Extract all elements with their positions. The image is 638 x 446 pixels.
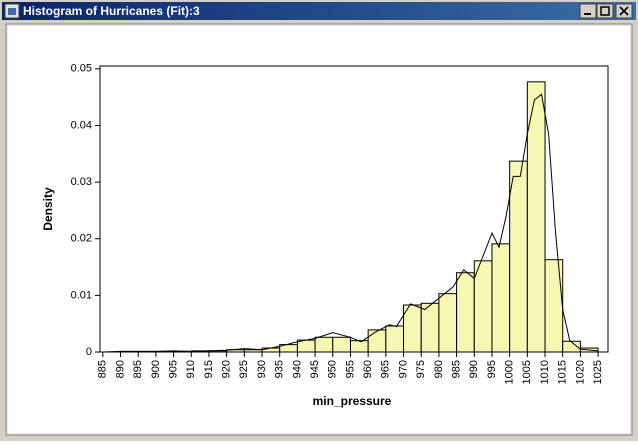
- y-tick-label: 0.02: [71, 233, 92, 245]
- histogram-bar: [385, 325, 405, 353]
- histogram-bar: [526, 81, 546, 353]
- maximize-button[interactable]: [596, 3, 614, 19]
- close-button[interactable]: [615, 3, 633, 19]
- x-tick-label: 960: [362, 360, 374, 378]
- histogram-bar: [296, 339, 316, 353]
- x-tick-label: 915: [203, 360, 215, 378]
- x-tick-label: 985: [450, 360, 462, 378]
- x-axis-label: min_pressure: [313, 394, 392, 408]
- title-bar: [2, 2, 636, 20]
- histogram-bar: [314, 336, 334, 353]
- y-axis-label: Density: [41, 187, 55, 231]
- x-tick-label: 910: [185, 360, 197, 378]
- x-tick-label: 935: [274, 360, 286, 378]
- x-tick-label: 890: [114, 360, 126, 378]
- x-tick-label: 1020: [574, 360, 586, 384]
- histogram-bar: [420, 302, 440, 353]
- x-tick-label: 1010: [539, 360, 551, 384]
- histogram-bar: [473, 260, 493, 353]
- x-tick-label: 970: [397, 360, 409, 378]
- histogram-bar: [261, 347, 281, 353]
- histogram-bar: [438, 293, 458, 353]
- x-tick-label: 900: [150, 360, 162, 378]
- x-tick-label: 940: [291, 360, 303, 378]
- x-tick-label: 1000: [504, 360, 516, 384]
- histogram-bar: [403, 304, 422, 353]
- x-tick-label: 990: [468, 360, 480, 378]
- y-tick-label: 0.01: [71, 289, 92, 301]
- density-curve: [102, 93, 599, 353]
- x-tick-label: 975: [415, 360, 427, 378]
- y-tick-label: 0.05: [71, 63, 92, 75]
- x-tick-label: 885: [97, 360, 109, 378]
- x-tick-label: 965: [380, 360, 392, 378]
- histogram-bar: [509, 160, 528, 353]
- x-tick-label: 920: [221, 360, 233, 378]
- histogram-bar: [332, 336, 351, 353]
- histogram-bar: [456, 272, 475, 353]
- window-title: Histogram of Hurricanes (Fit):3: [23, 4, 200, 18]
- x-tick-label: 980: [433, 360, 445, 378]
- x-tick-label: 1015: [557, 360, 569, 384]
- x-tick-label: 895: [132, 360, 144, 378]
- x-tick-label: 925: [238, 360, 250, 378]
- x-tick-label: 1025: [592, 360, 604, 384]
- histogram-bar: [367, 329, 387, 353]
- y-tick-label: 0.04: [71, 119, 92, 131]
- y-tick-label: 0.03: [71, 176, 92, 188]
- x-tick-label: 945: [309, 360, 321, 378]
- histogram-bar: [544, 259, 564, 353]
- y-tick-label: 0: [86, 346, 92, 358]
- x-tick-label: 955: [344, 360, 356, 378]
- histogram-bar: [562, 340, 581, 353]
- histogram-bar: [491, 243, 511, 353]
- histogram-bar: [349, 340, 369, 353]
- minimize-button[interactable]: [579, 3, 597, 19]
- x-tick-label: 930: [256, 360, 268, 378]
- x-tick-label: 905: [167, 360, 179, 378]
- x-tick-label: 1005: [521, 360, 533, 384]
- x-tick-label: 995: [486, 360, 498, 378]
- app-icon-inner: [8, 8, 16, 15]
- histogram-bar: [243, 349, 263, 353]
- x-tick-label: 950: [327, 360, 339, 378]
